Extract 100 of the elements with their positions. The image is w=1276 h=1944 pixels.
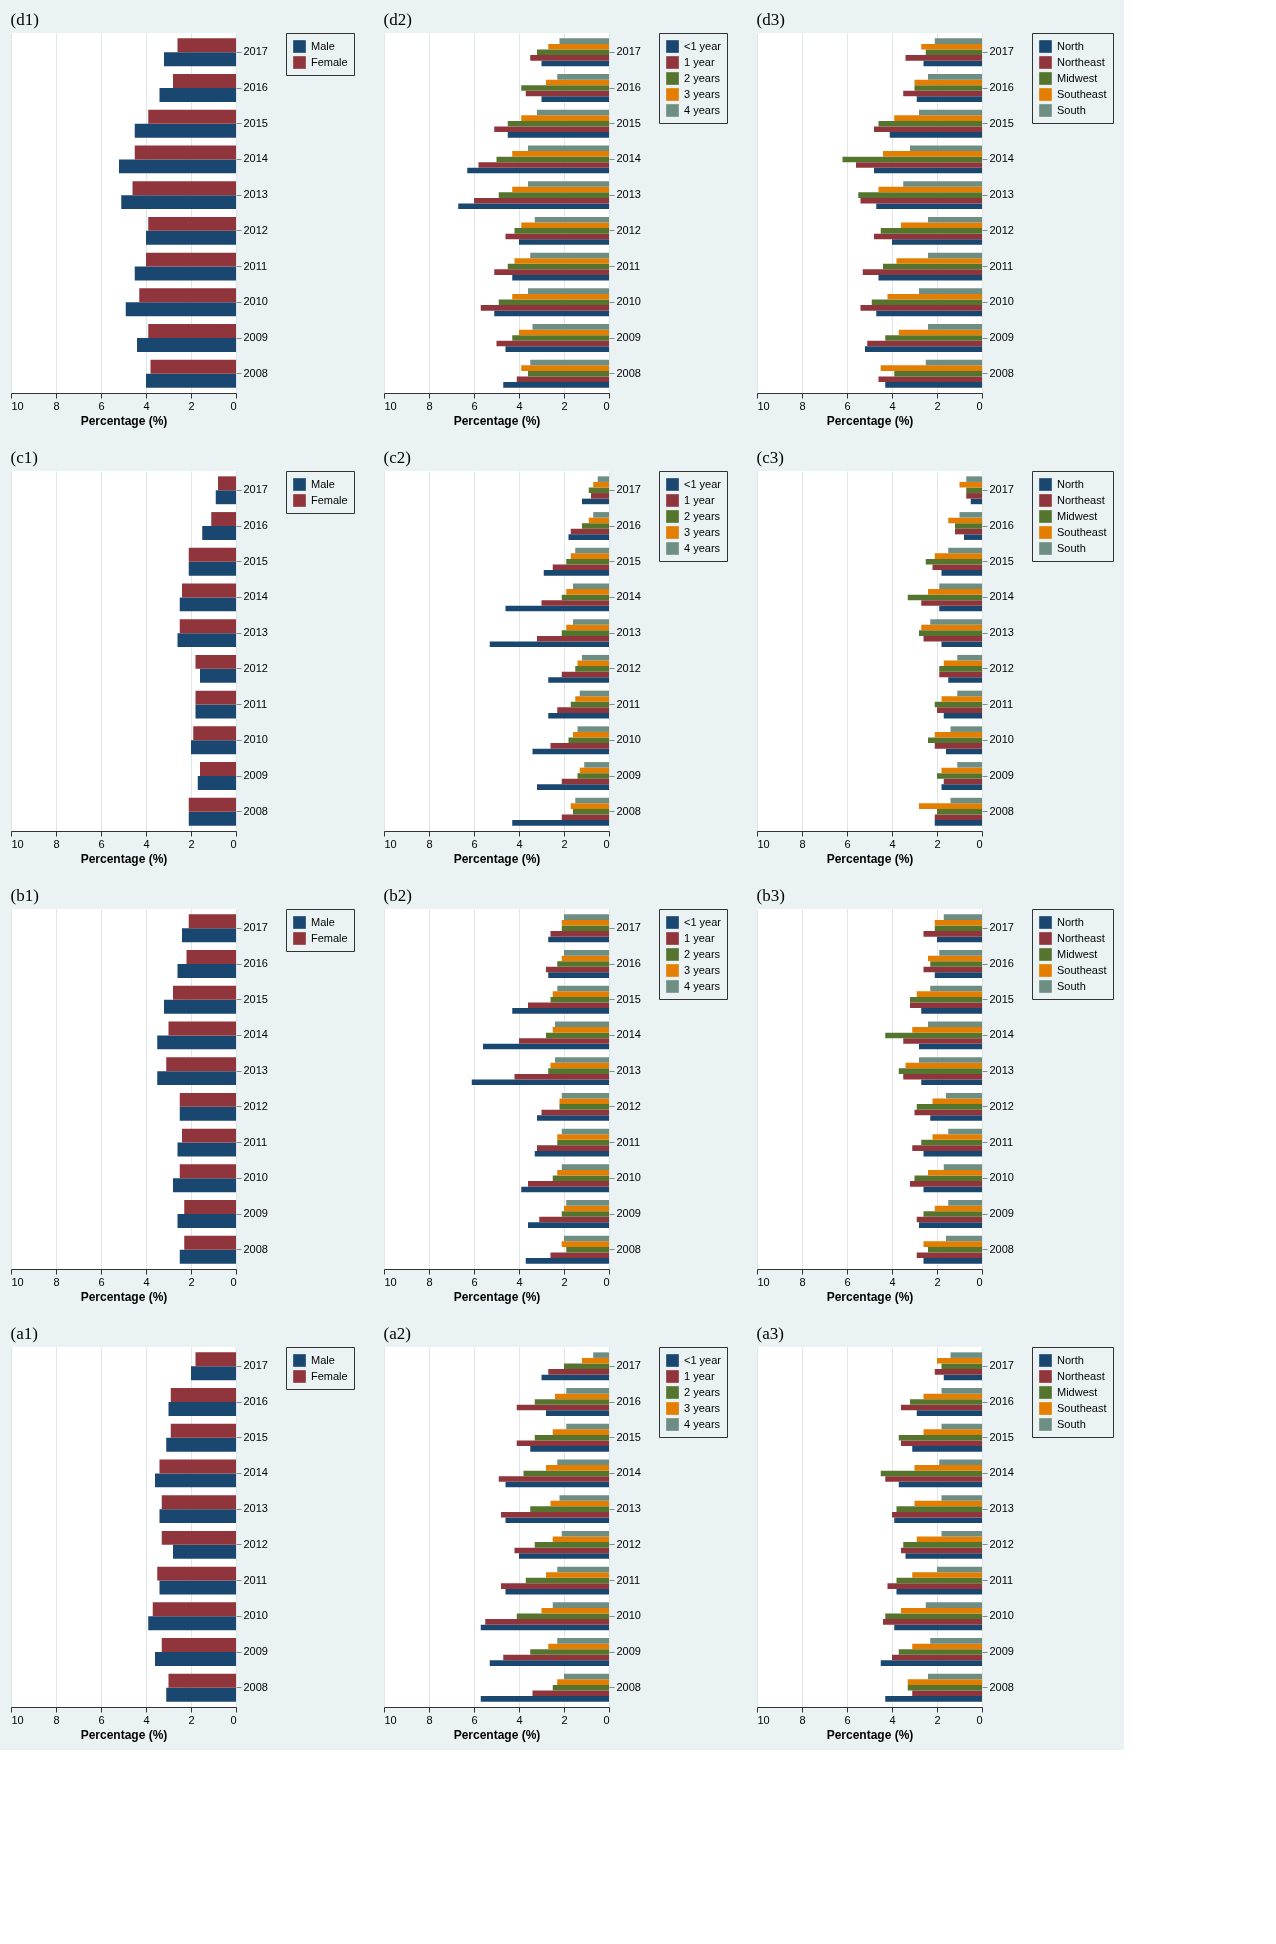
legend-label: 4 years [684, 103, 721, 116]
legend-label: Northeast [1057, 931, 1105, 944]
bar [548, 936, 609, 943]
legend-label: 4 years [684, 541, 721, 554]
bar [966, 487, 982, 494]
y-tick-label: 2015 [989, 554, 1014, 567]
chart-title: (d3) [756, 9, 785, 29]
bar [903, 90, 982, 97]
chart-title: (b1) [10, 885, 39, 905]
bar [215, 490, 236, 505]
legend-label: Female [311, 493, 348, 506]
bar [177, 1142, 236, 1157]
x-tick-label: 8 [799, 1275, 806, 1288]
bar [885, 1032, 982, 1039]
bar [923, 1211, 982, 1217]
y-tick-label: 2014 [989, 152, 1014, 165]
y-tick-label: 2011 [616, 697, 641, 710]
bar [903, 1038, 982, 1044]
bar [161, 1530, 236, 1545]
y-tick-label: 2017 [243, 45, 268, 58]
x-tick-label: 10 [11, 1713, 24, 1726]
bar [928, 589, 982, 595]
bar [934, 38, 982, 44]
bar [570, 803, 609, 809]
y-tick-label: 2009 [616, 331, 641, 343]
x-tick-label: 2 [188, 1713, 195, 1726]
bar [485, 1619, 609, 1625]
legend-label: 3 years [684, 1401, 721, 1414]
bar [557, 1679, 609, 1685]
bar [528, 288, 609, 294]
x-tick-label: 2 [934, 399, 941, 412]
bar [912, 1643, 982, 1650]
bar [168, 1021, 236, 1036]
bar [923, 1258, 982, 1264]
bar [566, 1388, 609, 1394]
y-tick-label: 2012 [616, 1537, 641, 1550]
x-tick-label: 10 [11, 837, 24, 850]
y-tick-label: 2011 [616, 1135, 641, 1148]
y-tick-label: 2014 [616, 152, 641, 165]
y-tick-label: 2016 [616, 519, 641, 531]
bar [916, 1104, 982, 1110]
bar [519, 1038, 609, 1044]
bar [530, 1506, 609, 1512]
bar [905, 1553, 982, 1559]
bar [503, 1654, 609, 1661]
bar [188, 811, 236, 826]
bar [218, 476, 236, 491]
y-tick-label: 2011 [989, 697, 1014, 710]
bar [514, 1073, 609, 1080]
bar [914, 1465, 982, 1471]
bar [519, 239, 609, 245]
bar [191, 740, 236, 755]
bar [568, 534, 609, 540]
bar [480, 1696, 609, 1702]
bar [880, 228, 982, 234]
bar [501, 1511, 609, 1518]
bar [182, 1128, 236, 1143]
y-tick-label: 2009 [989, 769, 1014, 781]
bar [528, 1181, 609, 1187]
y-tick-label: 2008 [616, 1680, 641, 1693]
bar [943, 914, 982, 920]
x-tick-label: 8 [426, 1713, 433, 1726]
legend-label: Midwest [1057, 509, 1098, 522]
bar [159, 1580, 236, 1595]
bar [573, 619, 609, 625]
y-tick-label: 2014 [989, 1028, 1014, 1041]
bar [179, 1106, 236, 1121]
bar [916, 991, 982, 997]
y-tick-label: 2012 [243, 1537, 268, 1550]
bar [928, 955, 982, 962]
bar [957, 654, 982, 661]
bar [867, 340, 982, 347]
bar [525, 1258, 609, 1264]
bar [943, 1164, 982, 1170]
bar [577, 773, 609, 779]
bar [948, 1128, 982, 1135]
legend-label: Southeast [1057, 1401, 1107, 1414]
y-tick-label: 2013 [243, 188, 268, 201]
legend-label: Female [311, 1369, 348, 1382]
bar [521, 222, 609, 229]
y-tick-label: 2014 [989, 590, 1014, 603]
bar [507, 120, 609, 127]
bar [593, 1352, 609, 1358]
bar [166, 1057, 236, 1072]
bar [957, 762, 982, 768]
y-tick-label: 2014 [243, 590, 268, 603]
y-tick-label: 2014 [616, 1028, 641, 1041]
bar [928, 252, 982, 259]
y-tick-label: 2015 [243, 554, 268, 567]
bar [921, 600, 982, 606]
bar [921, 1139, 982, 1146]
x-tick-label: 0 [230, 1713, 237, 1726]
x-tick-label: 4 [516, 1275, 523, 1288]
bar [860, 197, 982, 204]
x-axis-title: Percentage (%) [80, 1727, 168, 1742]
chart-title: (c1) [10, 447, 38, 467]
bar [179, 619, 236, 634]
bar [921, 43, 982, 50]
bar [512, 186, 609, 193]
bar [546, 1410, 609, 1416]
